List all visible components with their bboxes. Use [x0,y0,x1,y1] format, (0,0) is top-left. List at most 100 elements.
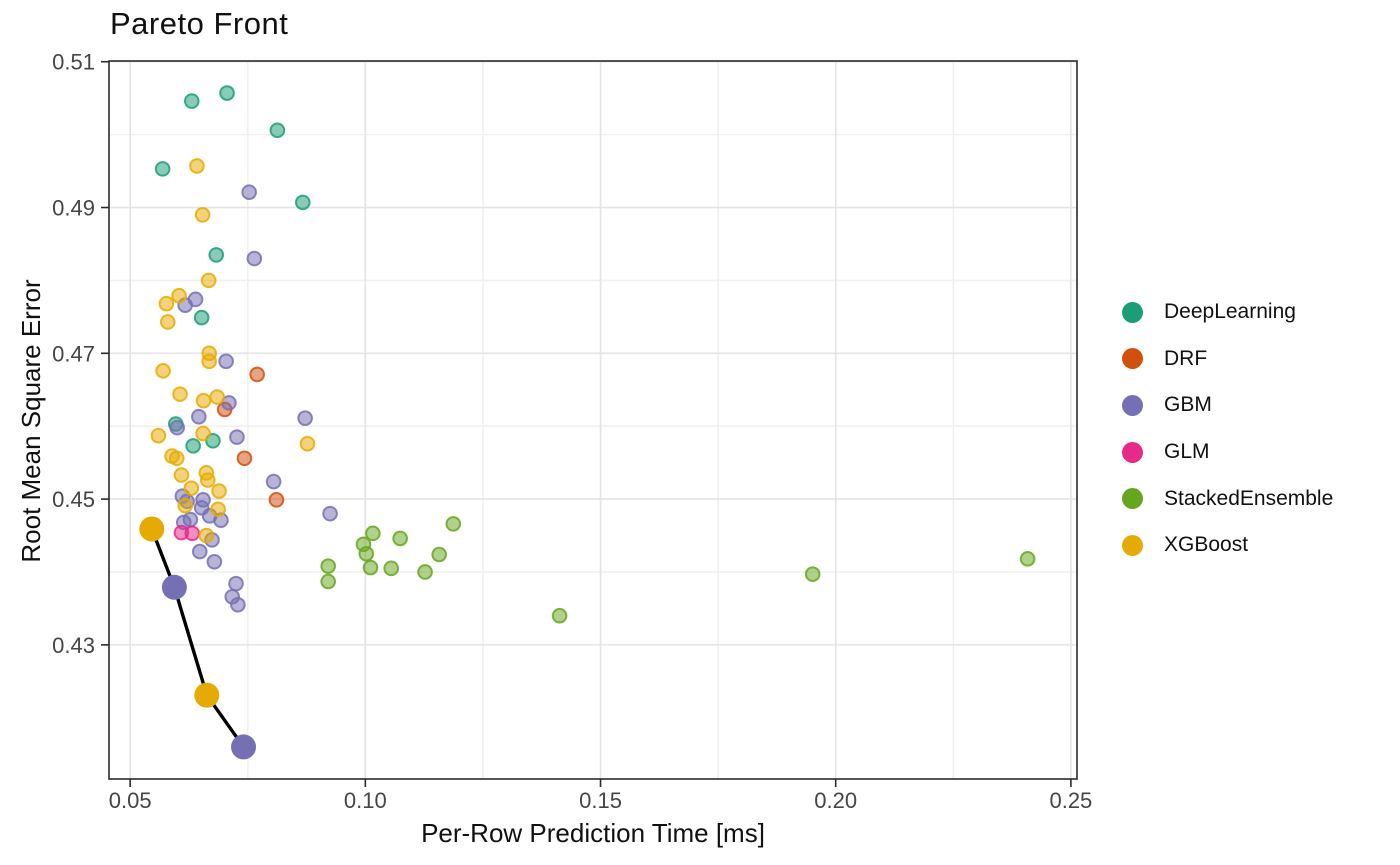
pareto-front-points [139,516,257,760]
pareto-point-GBM [161,574,187,600]
data-point [320,573,336,590]
pareto-point-XGBoost [139,516,165,542]
data-point [159,314,176,330]
legend-swatch-icon [1122,348,1143,370]
data-point [169,419,186,436]
data-point [206,553,223,570]
data-point [189,158,205,174]
data-point [183,480,200,496]
legend-item-StackedEnsemble: StackedEnsemble [1122,475,1333,522]
series-GBM [169,184,338,613]
data-point [241,184,257,201]
data-point [193,309,210,326]
data-point [198,527,215,544]
y-tick-label: 0.51 [52,50,95,75]
data-point [268,492,285,508]
data-point [195,425,211,442]
data-point [200,272,217,289]
data-point [191,543,208,560]
legend: DeepLearning DRF GBM GLM StackedEnsemble XGBo… [1122,289,1333,569]
data-point [265,473,282,490]
data-point [201,353,217,370]
data-point [228,575,244,592]
data-point [177,497,193,514]
panel-border [108,60,1078,780]
pareto-point-XGBoost [194,682,220,708]
data-point [168,450,185,467]
grid-minor [109,61,1077,779]
data-point [246,250,263,267]
data-point [322,505,338,522]
data-point [208,247,225,263]
legend-swatch-icon [1122,441,1143,463]
pareto-front-line [150,528,245,748]
x-tick-label: 0.10 [344,788,387,813]
data-point [804,566,821,582]
data-point [431,546,447,563]
data-point [219,85,235,101]
legend-item-DeepLearning: DeepLearning [1122,289,1333,336]
pareto-point-GBM [231,734,257,760]
legend-item-DRF: DRF [1122,336,1333,383]
data-point [249,366,265,383]
data-point [362,559,379,576]
legend-swatch-icon [1122,488,1143,510]
axis-ticks [101,60,1072,787]
data-point [551,607,568,624]
data-point [194,207,211,223]
data-point [236,450,253,467]
data-point [365,525,381,542]
data-point [150,427,167,444]
data-point [172,386,188,402]
y-tick-label: 0.49 [52,196,95,221]
legend-label: GLM [1164,440,1210,464]
legend-label: GBM [1164,393,1212,417]
data-point [383,560,400,577]
data-point [195,392,212,409]
data-point [269,122,286,139]
x-tick-label: 0.15 [579,788,622,813]
data-point [158,295,175,312]
data-point [211,483,227,499]
x-tick-label: 0.20 [814,788,857,813]
y-tick-label: 0.43 [52,633,95,658]
legend-item-GLM: GLM [1122,429,1333,476]
data-point [320,558,336,574]
legend-item-XGBoost: XGBoost [1122,522,1333,569]
data-point [445,516,462,532]
grid-major [109,60,1077,779]
data-point [210,501,226,518]
y-axis-title: Root Mean Square Error [16,279,46,563]
legend-item-GBM: GBM [1122,382,1333,429]
data-point [299,435,316,452]
legend-swatch-icon [1122,394,1143,416]
data-point [392,530,408,547]
series-StackedEnsemble [320,516,1036,624]
axis-tick-labels: 0.05 0.10 0.15 0.20 0.25 0.43 0.45 0.47 0.49 0.51 [52,50,1092,813]
x-tick-label: 0.05 [109,788,152,813]
data-point [183,93,200,109]
data-point [417,564,433,580]
legend-label: XGBoost [1164,533,1249,557]
data-point [171,287,187,304]
legend-swatch-icon [1122,301,1143,323]
data-point [154,161,171,177]
legend-label: DeepLearning [1164,300,1296,324]
data-point [209,389,225,405]
legend-label: DRF [1164,346,1208,370]
x-tick-label: 0.25 [1049,788,1092,813]
chart-title: Pareto Front [110,6,289,41]
y-tick-label: 0.45 [52,487,95,512]
data-point [155,362,171,379]
data-point [199,472,216,488]
data-point [230,596,246,613]
data-point [1019,551,1036,567]
data-point [358,545,375,562]
data-point [297,410,313,426]
legend-swatch-icon [1122,534,1143,556]
data-point [218,353,234,370]
data-point [173,467,190,483]
y-tick-label: 0.47 [52,341,95,366]
